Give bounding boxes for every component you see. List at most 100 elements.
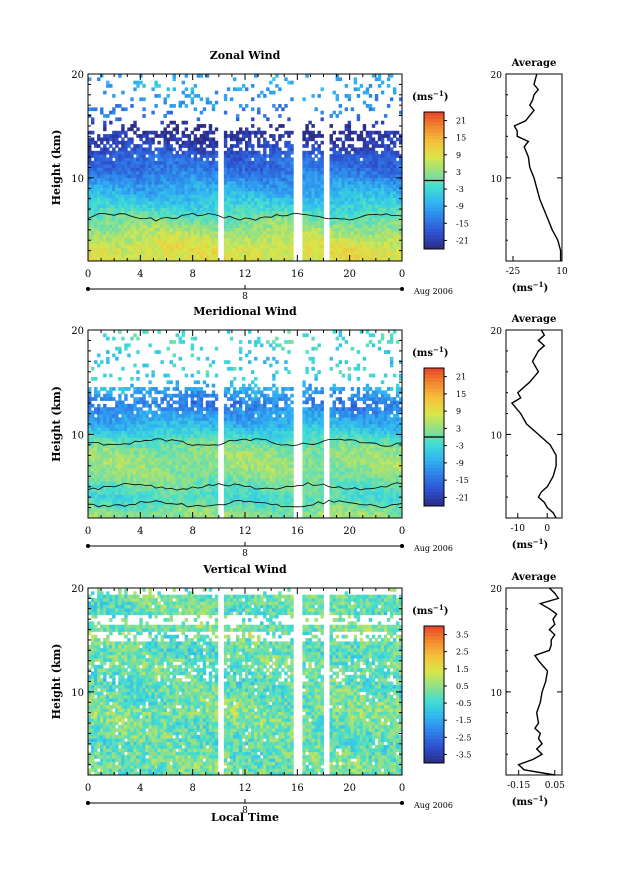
heatmap-cell (383, 144, 388, 148)
heatmap-cell (251, 230, 255, 235)
heatmap-cell (238, 250, 243, 255)
heatmap-cell (112, 194, 116, 198)
heatmap-cell (154, 444, 158, 448)
heatmap-cell (238, 127, 243, 132)
heatmap-cell (145, 437, 149, 442)
heatmap-cell (151, 447, 155, 452)
heatmap-cell (154, 481, 158, 485)
heatmap-cell (166, 94, 170, 98)
heatmap-cell (172, 234, 176, 239)
heatmap-cell (269, 144, 273, 148)
heatmap-cell (160, 217, 164, 222)
heatmap-cell (395, 197, 400, 202)
heatmap-cell (214, 220, 219, 225)
heatmap-cell (308, 224, 312, 229)
heatmap-cell (88, 177, 92, 182)
heatmap-cell (103, 487, 107, 492)
heatmap-cell (160, 501, 164, 505)
heatmap-cell (193, 254, 198, 259)
heatmap-cell (172, 164, 176, 168)
heatmap-cell (272, 234, 276, 239)
heatmap-cell (380, 157, 385, 162)
heatmap-cell (163, 140, 167, 145)
heatmap-cell (91, 471, 95, 475)
heatmap-cell (142, 387, 146, 391)
heatmap-cell (245, 87, 249, 92)
heatmap-cell (266, 220, 270, 225)
heatmap-cell (151, 137, 155, 142)
heatmap-cell (97, 430, 101, 435)
heatmap-cell (103, 184, 107, 188)
heatmap-cell (229, 207, 234, 212)
heatmap-cell (148, 464, 152, 469)
heatmap-cell (97, 230, 101, 235)
heatmap-cell (175, 247, 179, 252)
heatmap-cell (121, 494, 125, 499)
heatmap-cell (229, 180, 234, 185)
heatmap-cell (157, 501, 161, 505)
heatmap-cell (275, 240, 279, 245)
heatmap-cell (91, 217, 95, 222)
heatmap-cell (169, 217, 173, 222)
heatmap-cell (254, 200, 258, 205)
heatmap-cell (181, 244, 186, 249)
heatmap-cell (223, 214, 228, 218)
heatmap-cell (151, 437, 155, 442)
heatmap-cell (112, 187, 116, 192)
heatmap-cell (287, 154, 291, 158)
heatmap-cell (223, 237, 228, 242)
heatmap-cell (269, 164, 273, 168)
heatmap-cell (386, 84, 391, 88)
heatmap-cell (392, 174, 397, 178)
heatmap-cell (103, 227, 107, 232)
heatmap-cell (269, 214, 273, 218)
heatmap-cell (160, 147, 164, 152)
heatmap-cell (115, 460, 119, 465)
heatmap-cell (329, 154, 333, 158)
heatmap-cell (163, 397, 167, 401)
heatmap-cell (166, 177, 170, 182)
heatmap-cell (338, 207, 343, 212)
heatmap-cell (278, 204, 282, 208)
heatmap-cell (133, 194, 137, 198)
heatmap-cell (196, 210, 201, 215)
heatmap-cell (311, 174, 315, 178)
heatmap-cell (106, 417, 110, 422)
heatmap-cell (127, 154, 131, 158)
heatmap-cell (175, 170, 179, 175)
heatmap-cell (148, 154, 152, 158)
heatmap-cell (145, 464, 149, 469)
heatmap-cell (238, 197, 243, 202)
heatmap-cell (142, 440, 146, 445)
heatmap-cell (145, 410, 149, 415)
heatmap-cell (226, 257, 231, 262)
heatmap-cell (368, 250, 373, 255)
heatmap-cell (112, 430, 116, 435)
heatmap-cell (190, 250, 195, 255)
heatmap-cell (275, 227, 279, 232)
heatmap-cell (151, 180, 155, 185)
heatmap-cell (181, 247, 186, 252)
heatmap-cell (335, 77, 339, 82)
heatmap-cell (88, 494, 92, 499)
heatmap-cell (196, 137, 201, 142)
heatmap-cell (365, 147, 370, 152)
heatmap-cell (145, 417, 149, 422)
heatmap-cell (278, 174, 282, 178)
heatmap-cell (229, 204, 234, 208)
heatmap-cell (311, 184, 315, 188)
heatmap-cell (302, 154, 306, 158)
heatmap-cell (118, 74, 122, 78)
heatmap-cell (208, 244, 213, 249)
heatmap-cell (232, 244, 237, 249)
heatmap-cell (193, 184, 198, 188)
heatmap-cell (266, 237, 270, 242)
heatmap-cell (347, 227, 352, 232)
heatmap-cell (241, 164, 246, 168)
heatmap-cell (386, 230, 391, 235)
heatmap-cell (94, 444, 98, 448)
heatmap-cell (118, 434, 122, 438)
heatmap-cell (314, 200, 318, 205)
heatmap-cell (284, 247, 288, 252)
